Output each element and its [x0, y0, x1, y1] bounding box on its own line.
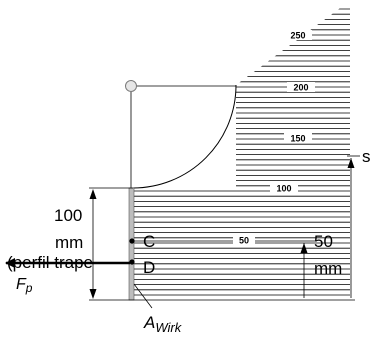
left-dimension-arrow-top	[89, 189, 97, 199]
left-dimension-value: 100	[54, 206, 82, 225]
scale-mask-100	[270, 183, 298, 193]
gate-plate	[128, 187, 135, 301]
scale-label-150: 150	[290, 134, 305, 144]
force-label-sub: p	[25, 281, 33, 295]
pressure-boundary-arc	[132, 84, 237, 189]
scale-label-100: 100	[276, 184, 291, 194]
point-d-marker	[129, 259, 135, 265]
scale-label-50: 50	[239, 236, 249, 246]
right-dimension-value: 50	[314, 232, 333, 251]
pressure-hatching	[133, 8, 350, 296]
area-pointer	[133, 283, 153, 309]
area-label-main: A	[143, 313, 155, 332]
left-dimension-arrow-bottom	[89, 289, 97, 299]
scale-label-250: 250	[290, 31, 305, 41]
scale-mask-50	[233, 235, 255, 245]
edge-symbol: s	[362, 147, 371, 166]
right-dimension-unit: mm	[314, 259, 342, 278]
right-dimension-arrow	[300, 243, 308, 253]
scale-mask-200	[287, 82, 315, 92]
edge-dimension-arrow	[347, 158, 355, 168]
left-dimension-unit: mm	[55, 233, 83, 252]
overlay-caption: (perfil trape	[7, 253, 93, 272]
force-label: Fp	[16, 276, 33, 295]
pivot-point	[125, 80, 137, 92]
scale-label-200: 200	[293, 83, 308, 93]
area-label: AWirk	[143, 313, 183, 335]
scale-mask-250	[284, 30, 312, 40]
point-c-label: C	[143, 232, 155, 251]
force-label-main: F	[16, 276, 27, 293]
point-d-label: D	[143, 258, 155, 277]
scale-mask-150	[284, 133, 312, 143]
area-label-sub: Wirk	[155, 320, 182, 335]
